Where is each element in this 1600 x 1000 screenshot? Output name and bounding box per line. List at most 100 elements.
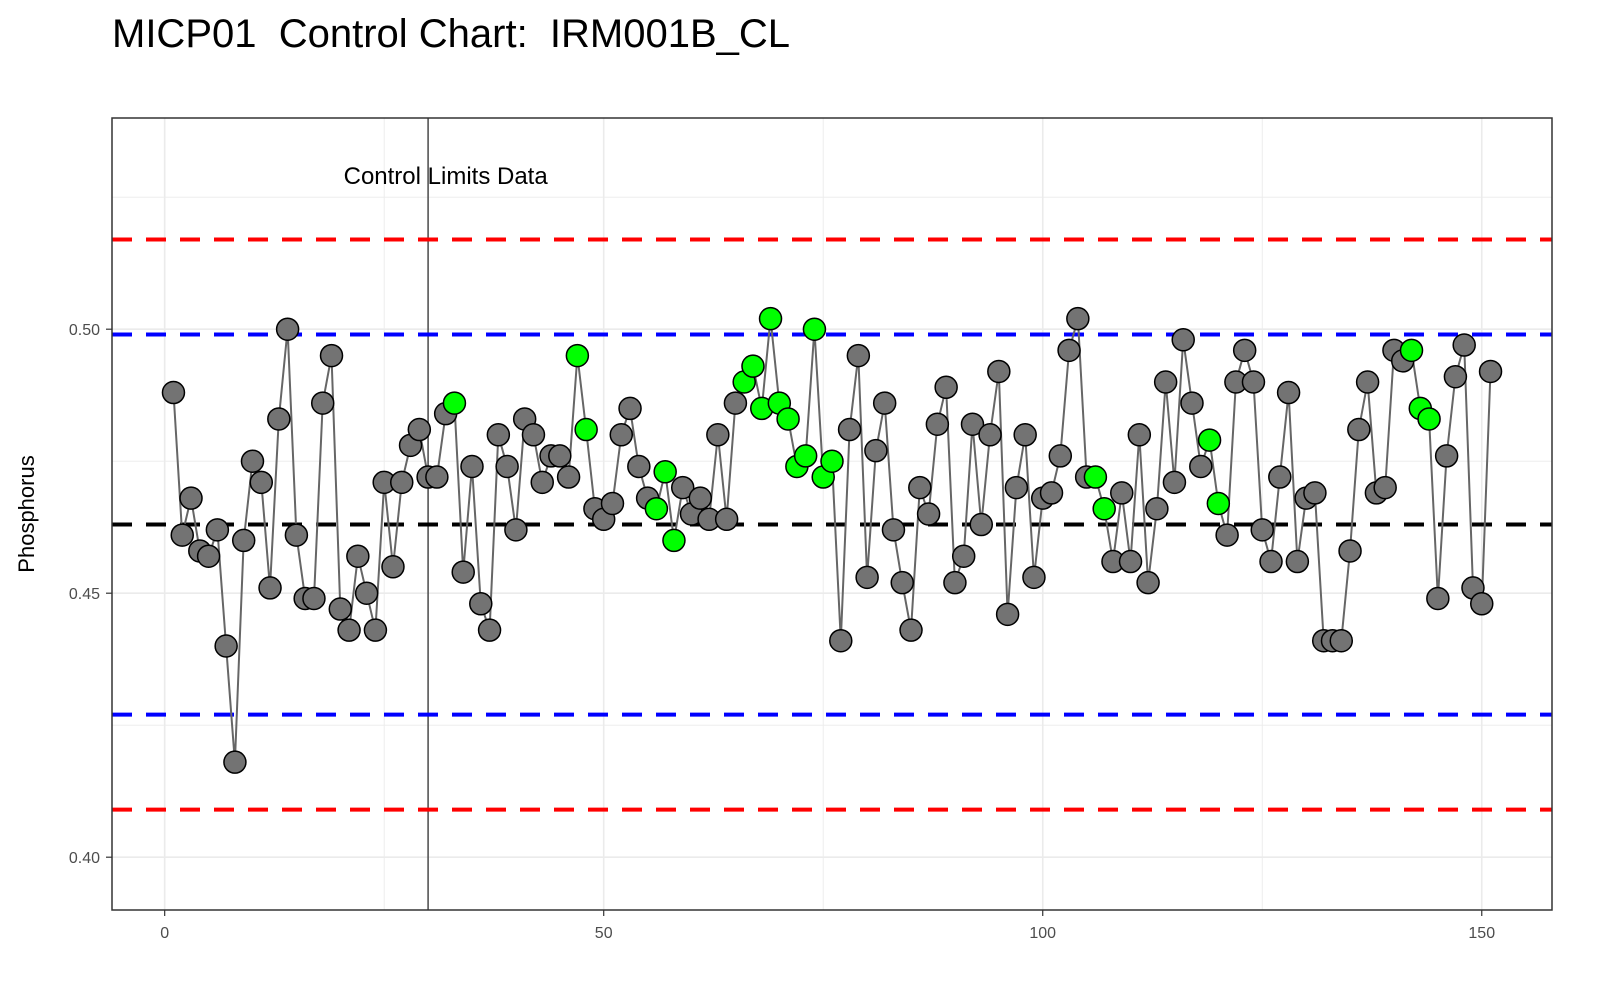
x-tick-label: 0 [160,925,169,942]
data-point [1285,549,1310,574]
data-point [960,412,985,436]
data-point [495,454,519,479]
grid-lines [112,118,1552,910]
data-point [284,523,309,547]
data-point [275,317,300,341]
data-point [319,343,344,368]
data-point [908,475,932,500]
data-point [1426,586,1450,611]
data-point [1180,391,1204,415]
data-point [987,359,1011,384]
data-point [460,454,484,479]
data-point [486,423,511,447]
data-point [916,502,941,526]
data-point [1478,359,1503,384]
data-point-flagged [1083,465,1108,489]
data-point [837,417,862,442]
data-point [1241,370,1266,394]
y-tick-label: 0.45 [69,586,100,603]
data-point [521,423,546,447]
data-point [240,449,265,473]
data-point [995,602,1020,627]
data-point-flagged [442,391,467,415]
x-tick-label: 100 [1029,925,1056,942]
data-point [425,465,449,489]
data-point-flagged [1206,491,1231,516]
data-point [1171,328,1195,352]
data-point [943,570,967,595]
data-point-flagged [574,417,598,442]
y-axis-title: Phosphorus [14,455,39,572]
data-point-flagged [1197,428,1222,452]
data-point [925,412,950,436]
data-point [1162,470,1187,495]
data-point [267,407,291,431]
data-point [407,417,432,442]
data-point [1110,481,1134,505]
data-point [223,750,247,774]
data-point [179,486,203,510]
data-point [618,396,642,421]
data-point-flagged [653,460,677,484]
data-point [890,570,914,595]
data-point [1136,570,1160,595]
data-point [1013,423,1037,447]
data-point [346,544,370,568]
data-point-flagged [793,444,818,468]
data-point [1066,306,1090,331]
data-point [1048,444,1073,468]
data-point [934,375,958,400]
data-point-flagged [662,528,686,553]
data-point [249,470,274,495]
plot-panel-border [111,117,1553,911]
data-point [390,470,414,495]
data-point [627,454,651,479]
data-point-flagged [565,343,590,368]
data-point [872,391,897,415]
data-point [609,423,634,447]
data-point [1039,481,1064,505]
y-tick-label: 0.40 [69,850,100,867]
data-point [969,512,994,537]
data-point [1250,518,1274,542]
data-point [1470,592,1494,616]
data-point [1127,423,1152,447]
data-point [196,544,221,568]
data-point [723,391,748,415]
data-point-flagged [1399,338,1424,363]
data-point [951,544,976,568]
data-point [205,518,230,542]
data-point [688,486,713,510]
data-point [310,391,335,415]
data-point [1189,454,1213,479]
data-point [451,560,475,584]
data-point [706,423,730,447]
data-point [1259,549,1283,574]
x-tick-label: 50 [595,925,613,942]
data-point [1373,475,1397,500]
data-point [1452,333,1476,357]
data-point [214,634,238,658]
data-point [1347,417,1371,442]
data-point-flagged [644,496,669,521]
data-point [1276,380,1301,405]
data-point [1329,628,1354,653]
data-point [469,592,493,616]
data-point [548,444,572,468]
data-point [477,618,502,642]
data-point [855,565,879,590]
data-point-flagged [741,354,765,378]
data-point [714,507,739,532]
data-point [1153,370,1178,394]
data-point [1022,565,1046,590]
data-point [1443,364,1468,389]
data-point [337,618,361,642]
data-point [829,628,853,653]
data-point-flagged [820,449,844,473]
data-point [1338,539,1362,563]
data-point [1145,496,1169,521]
data-point [1004,475,1029,500]
data-point [864,438,888,463]
data-point [354,581,379,605]
